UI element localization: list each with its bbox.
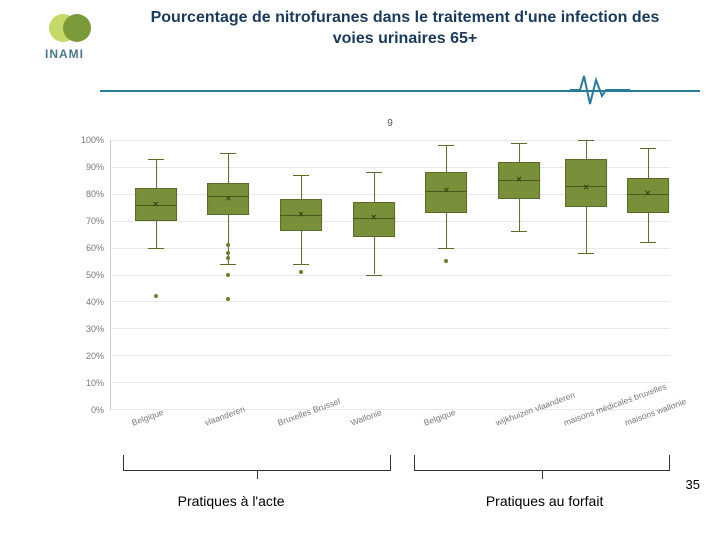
y-tick-label: 40% <box>72 297 104 307</box>
y-tick-label: 30% <box>72 324 104 334</box>
y-tick-label: 60% <box>72 243 104 253</box>
y-tick-label: 10% <box>72 378 104 388</box>
x-axis: BelgiquevlaanderenBruxelles BrusselWallo… <box>110 410 670 450</box>
page-number: 35 <box>686 477 700 492</box>
logo-text: INAMI <box>45 47 95 61</box>
plot-area: ×××××××× <box>110 140 670 410</box>
boxplot-box: × <box>498 140 540 409</box>
bracket <box>414 455 671 471</box>
y-tick-label: 20% <box>72 351 104 361</box>
y-tick-label: 80% <box>72 189 104 199</box>
bracket <box>123 455 391 471</box>
x-tick-label: Belgique <box>131 407 166 428</box>
page-title: Pourcentage de nitrofuranes dans le trai… <box>145 8 665 50</box>
bracket-label: Pratiques au forfait <box>486 493 604 509</box>
boxplot-box: × <box>565 140 607 409</box>
boxplot-box: × <box>135 140 177 409</box>
y-tick-label: 0% <box>72 405 104 415</box>
boxplot-box: × <box>280 140 322 409</box>
boxplot-box: × <box>627 140 669 409</box>
boxplot-box: × <box>207 140 249 409</box>
bracket-label: Pratiques à l'acte <box>178 493 285 509</box>
y-tick-label: 70% <box>72 216 104 226</box>
x-tick-label: Belgique <box>422 407 457 428</box>
x-tick-label: Wallonie <box>349 407 383 427</box>
y-tick-label: 100% <box>72 135 104 145</box>
chart-inner-title: 9 <box>387 118 393 129</box>
heartbeat-icon <box>570 68 630 113</box>
y-tick-label: 50% <box>72 270 104 280</box>
boxplot-chart: 9 0%10%20%30%40%50%60%70%80%90%100% ××××… <box>110 140 670 410</box>
logo-icon <box>45 10 95 45</box>
boxplot-box: × <box>425 140 467 409</box>
boxplot-box: × <box>353 140 395 409</box>
y-tick-label: 90% <box>72 162 104 172</box>
logo: INAMI <box>45 10 95 61</box>
group-brackets: Pratiques à l'actePratiques au forfait <box>100 455 670 485</box>
